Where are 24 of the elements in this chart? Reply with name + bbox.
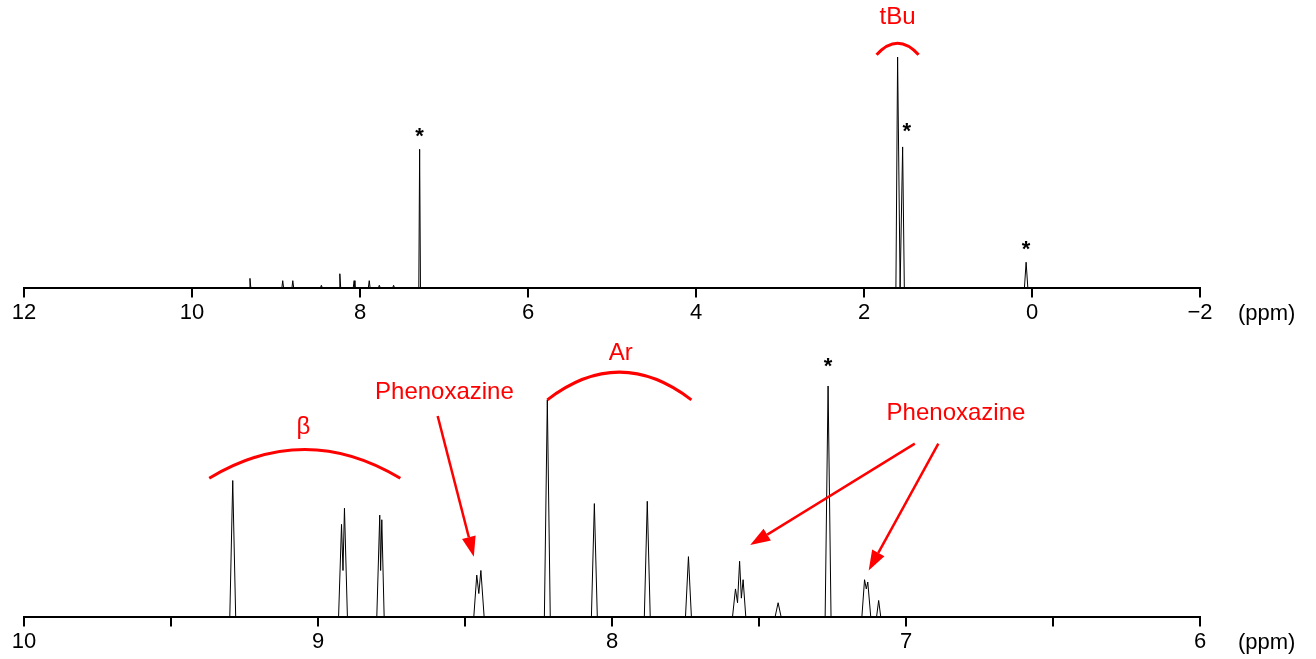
x-tick-label: 8 — [353, 298, 367, 324]
x-axis-title: (ppm) — [1238, 300, 1296, 326]
x-tick-label: 12 — [11, 298, 37, 324]
x-tick-label: 6 — [1193, 627, 1207, 653]
x-tick-label: 10 — [11, 627, 37, 653]
x-tick-label: 9 — [311, 627, 325, 653]
x-tick-label: 7 — [899, 627, 913, 653]
annotation: β — [296, 411, 311, 439]
x-axis-title: (ppm) — [1238, 629, 1296, 655]
x-tick-label: −2 — [1187, 298, 1213, 324]
annotation: Phenoxazine — [886, 397, 1026, 425]
annotation: Phenoxazine — [375, 377, 514, 405]
x-tick-label: 8 — [605, 627, 619, 653]
x-tick-label: 2 — [857, 298, 871, 324]
x-tick-label: 10 — [179, 298, 205, 324]
annotation: * — [415, 123, 425, 149]
x-tick-label: 0 — [1025, 298, 1039, 324]
annotation: * — [902, 118, 912, 144]
text: * — [823, 352, 833, 378]
annotation: * — [1021, 236, 1031, 262]
x-tick-label: 6 — [521, 298, 535, 324]
text: Ar — [608, 337, 633, 365]
text: tBu — [879, 1, 916, 29]
x-tick-label: 4 — [689, 298, 703, 324]
